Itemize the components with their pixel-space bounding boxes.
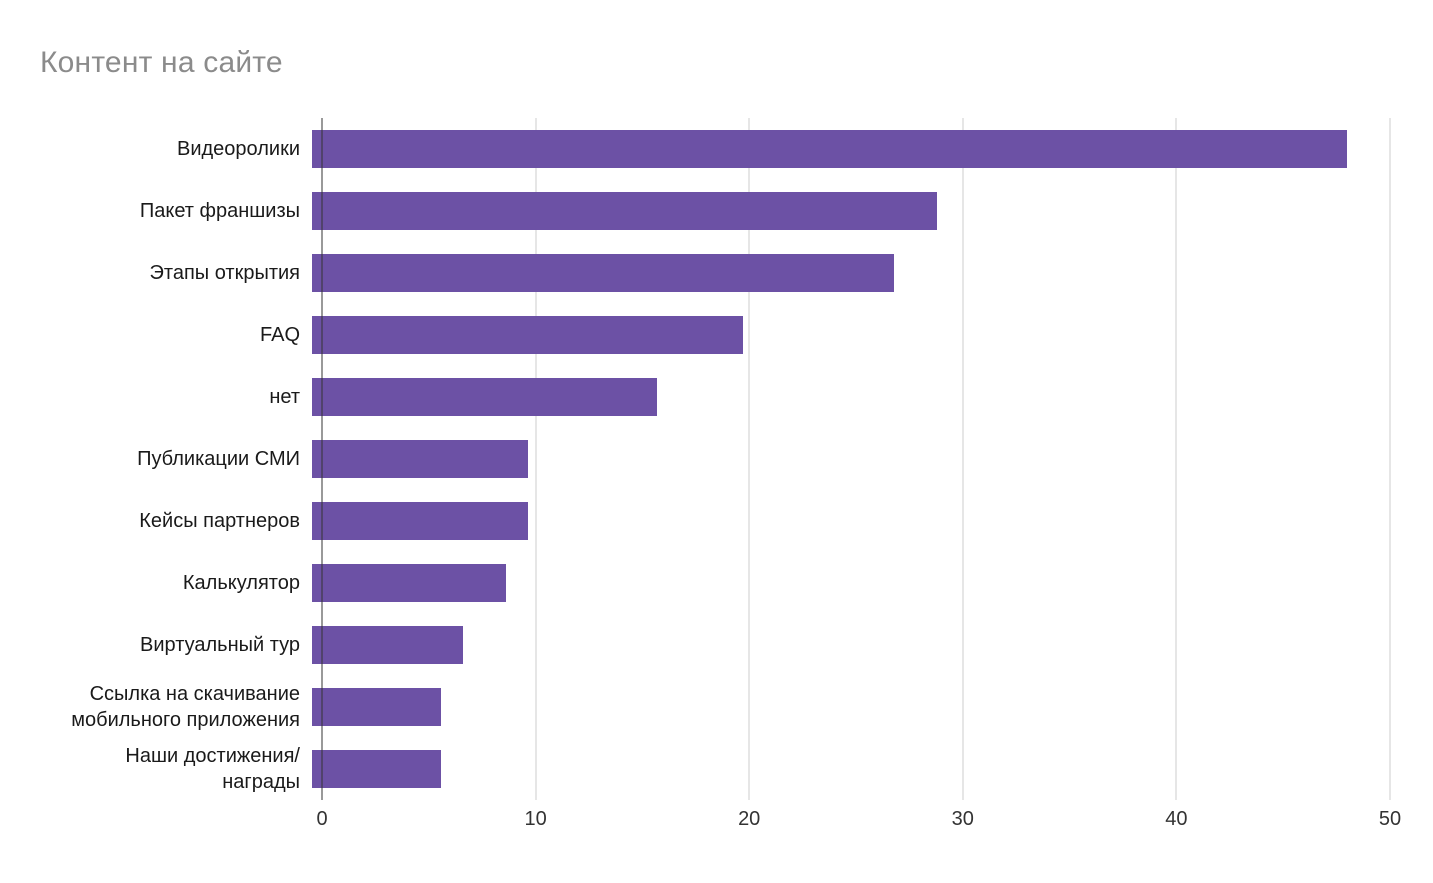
gridline	[748, 118, 750, 800]
bar-track	[312, 304, 1390, 366]
x-tick-label: 20	[738, 808, 761, 830]
gridline	[535, 118, 537, 800]
bar-row: нет	[0, 366, 1433, 428]
category-label: Этапы открытия	[149, 262, 300, 284]
bar-5[interactable]	[312, 378, 657, 416]
bar-row: Публикации СМИ	[0, 428, 1433, 490]
bar-track	[312, 738, 1390, 800]
bar-row: Этапы открытия	[0, 242, 1433, 304]
category-label: Наши достижения/награды	[125, 745, 300, 793]
category-label: Публикации СМИ	[137, 448, 300, 470]
bar-row: Пакет франшизы	[0, 180, 1433, 242]
bar-row: Калькулятор	[0, 552, 1433, 614]
gridline	[962, 118, 964, 800]
x-tick-label: 0	[316, 808, 328, 830]
bar-track	[312, 118, 1390, 180]
category-label: Пакет франшизы	[139, 200, 300, 222]
bar-6[interactable]	[312, 440, 528, 478]
category-label: нет	[269, 386, 300, 408]
category-label: FAQ	[259, 324, 300, 346]
bar-track	[312, 180, 1390, 242]
category-label: Ссылка на скачивание мобильного приложен…	[71, 683, 300, 731]
chart-title: Контент на сайте	[40, 46, 283, 79]
x-tick-label: 30	[951, 808, 974, 830]
plot-area: Видеоролики Пакет франшизы Этапы открытия F…	[0, 118, 1433, 800]
bar-track	[312, 490, 1390, 552]
bar-9[interactable]	[312, 626, 463, 664]
x-tick-label: 10	[524, 808, 547, 830]
bar-3[interactable]	[312, 254, 895, 292]
bar-4[interactable]	[312, 316, 744, 354]
gridline	[1175, 118, 1177, 800]
bar-7[interactable]	[312, 502, 528, 540]
bar-row: Виртуальный тур	[0, 614, 1433, 676]
grid-layer	[321, 118, 1391, 800]
category-label: Виртуальный тур	[140, 634, 300, 656]
x-tick-label: 50	[1378, 808, 1402, 830]
bar-track	[312, 366, 1390, 428]
bar-row: FAQ	[0, 304, 1433, 366]
category-label: Калькулятор	[182, 572, 300, 594]
bar-track	[312, 676, 1390, 738]
bar-row: Наши достижения/награды	[0, 738, 1433, 800]
axis-baseline	[321, 118, 323, 800]
category-label: Кейсы партнеров	[139, 510, 300, 532]
bar-track	[312, 614, 1390, 676]
gridline	[1389, 118, 1391, 800]
bar-track	[312, 552, 1390, 614]
bar-rows: Видеоролики Пакет франшизы Этапы открытия F…	[0, 118, 1433, 800]
bar-track	[312, 428, 1390, 490]
bar-11[interactable]	[312, 750, 442, 788]
bar-2[interactable]	[312, 192, 938, 230]
bar-row: Кейсы партнеров	[0, 490, 1433, 552]
bar-8[interactable]	[312, 564, 507, 602]
bar-track	[312, 242, 1390, 304]
bar-row: Видеоролики	[0, 118, 1433, 180]
bar-1[interactable]	[312, 130, 1347, 168]
x-axis: 0 10 20 30 40 50	[316, 808, 1401, 836]
bar-row: Ссылка на скачивание мобильного приложен…	[0, 676, 1433, 738]
category-label: Видеоролики	[177, 138, 300, 160]
x-tick-label: 40	[1165, 808, 1188, 830]
bar-10[interactable]	[312, 688, 442, 726]
